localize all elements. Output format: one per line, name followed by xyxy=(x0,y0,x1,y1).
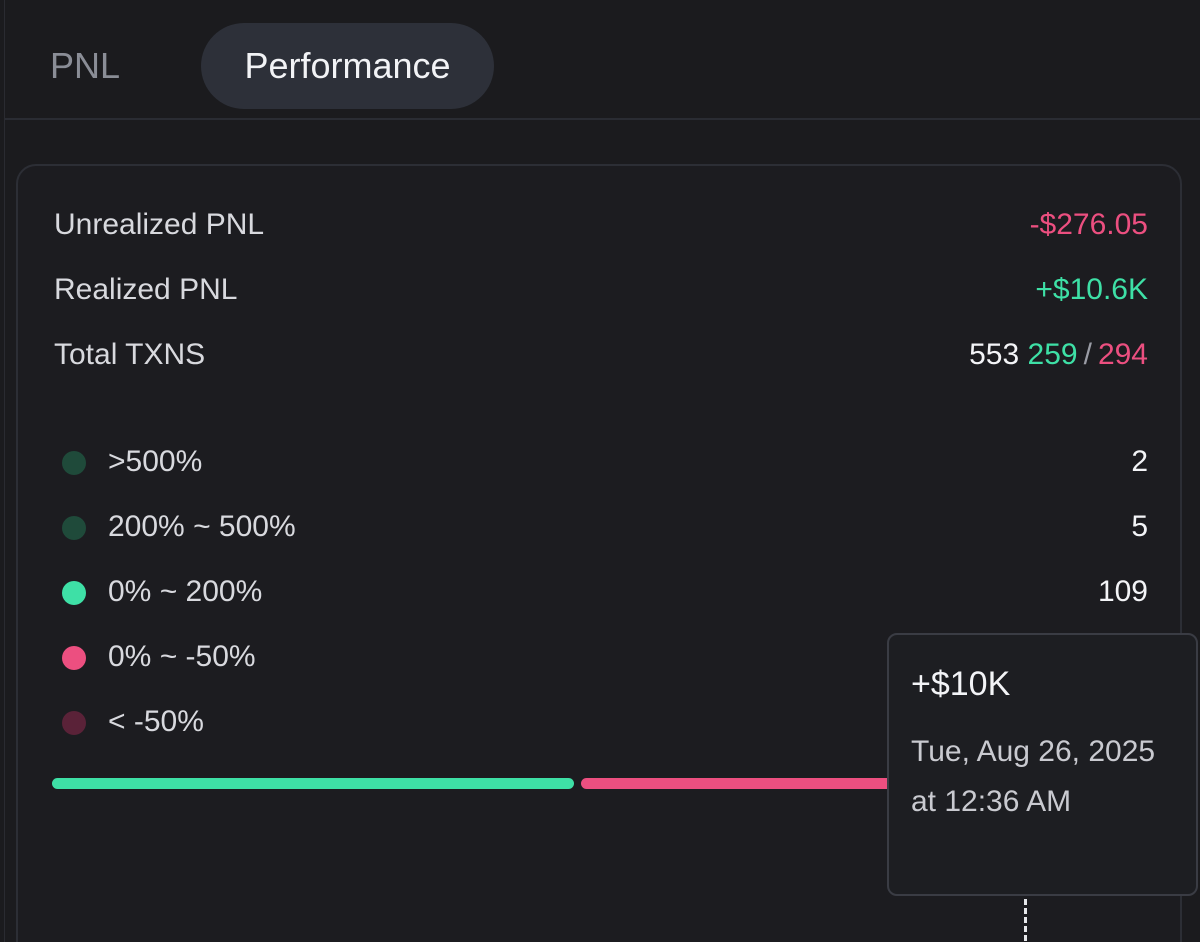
bucket-label: 0% ~ 200% xyxy=(108,575,263,608)
bucket-count: 109 xyxy=(1097,575,1148,608)
total-txns-label: Total TXNS xyxy=(54,338,206,371)
chart-crosshair-line xyxy=(1024,890,1027,942)
bucket-count: 5 xyxy=(1131,510,1148,543)
unrealized-pnl-value: -$276.05 xyxy=(1029,208,1148,241)
chart-tooltip: +$10K Tue, Aug 26, 2025 at 12:36 AM xyxy=(887,633,1198,896)
total-txns-row: Total TXNS 553 259/294 xyxy=(54,333,1148,377)
tab-divider xyxy=(5,118,1200,120)
panel-left-border xyxy=(4,0,5,942)
bucket-row: 0% ~ 200% 109 xyxy=(62,570,1148,614)
realized-pnl-value: +$10.6K xyxy=(1035,273,1148,306)
realized-pnl-label: Realized PNL xyxy=(54,273,238,306)
bucket-label: 0% ~ -50% xyxy=(108,640,256,673)
bucket-dot-icon xyxy=(62,581,86,605)
bucket-label: >500% xyxy=(108,445,203,478)
distribution-bar-positive xyxy=(52,778,574,789)
tab-performance[interactable]: Performance xyxy=(201,23,494,109)
performance-card: Unrealized PNL -$276.05 Realized PNL +$1… xyxy=(16,164,1182,942)
tab-bar: PNL Performance xyxy=(0,0,1200,118)
losing-txns-count: 294 xyxy=(1097,338,1148,371)
bucket-dot-icon xyxy=(62,711,86,735)
bucket-row: >500% 2 xyxy=(62,440,1148,484)
total-txns-count: 553 xyxy=(969,338,1020,371)
bucket-row: 200% ~ 500% 5 xyxy=(62,505,1148,549)
distribution-bar-negative xyxy=(581,778,921,789)
bucket-row: 0% ~ -50% xyxy=(62,635,1148,679)
bucket-count: 2 xyxy=(1131,445,1148,478)
bucket-label: < -50% xyxy=(108,705,204,738)
realized-pnl-row: Realized PNL +$10.6K xyxy=(54,268,1148,312)
bucket-dot-icon xyxy=(62,451,86,475)
tab-pnl[interactable]: PNL xyxy=(50,45,121,86)
unrealized-pnl-row: Unrealized PNL -$276.05 xyxy=(54,203,1148,247)
bucket-dot-icon xyxy=(62,516,86,540)
bucket-row: < -50% xyxy=(62,700,1148,744)
txns-separator: / xyxy=(1083,338,1092,371)
tooltip-value: +$10K xyxy=(911,665,1011,703)
tooltip-date: Tue, Aug 26, 2025 at 12:36 AM xyxy=(911,735,1156,818)
winning-txns-count: 259 xyxy=(1027,338,1078,371)
bucket-label: 200% ~ 500% xyxy=(108,510,296,543)
total-txns-value: 553 259/294 xyxy=(969,333,1148,377)
unrealized-pnl-label: Unrealized PNL xyxy=(54,208,265,241)
bucket-dot-icon xyxy=(62,646,86,670)
